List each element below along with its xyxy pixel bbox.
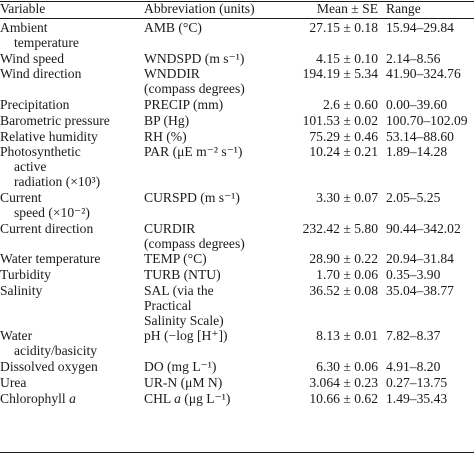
range-cell: 2.14–8.56 xyxy=(386,50,441,66)
range-cell: 90.44–342.02 xyxy=(386,220,461,236)
variable-cell: Wind speed xyxy=(0,50,65,66)
abbreviation-cell: (compass degrees) xyxy=(144,235,245,251)
mean-se-cell: 28.90 ± 0.22 xyxy=(309,251,378,267)
range-cell: 100.70–102.09 xyxy=(386,112,468,128)
range-cell: 0.35–3.90 xyxy=(386,267,441,282)
abbreviation-cell: BP (Hg) xyxy=(144,112,190,128)
range-cell: 0.27–13.75 xyxy=(386,374,448,390)
mean-se-cell: 10.66 ± 0.62 xyxy=(309,390,378,406)
header-variable: Variable xyxy=(0,1,46,16)
abbreviation-cell: Practical xyxy=(144,297,192,313)
variable-cell: temperature xyxy=(14,35,79,50)
abbreviation-cell: WNDSPD (m s⁻¹) xyxy=(144,50,245,66)
variable-cell: radiation (×10³) xyxy=(14,174,101,190)
abbreviation-cell: CHL a (μg L⁻¹) xyxy=(144,390,231,406)
variable-cell: Photosynthetic xyxy=(0,144,81,160)
mean-se-cell: 232.42 ± 5.80 xyxy=(302,220,378,236)
range-cell: 0.00–39.60 xyxy=(386,97,448,113)
variable-cell: Relative humidity xyxy=(0,128,98,144)
variable-cell: Water temperature xyxy=(0,251,101,267)
variable-cell: acidity/basicity xyxy=(14,343,98,359)
variable-cell: Turbidity xyxy=(0,267,51,282)
abbreviation-cell: DO (mg L⁻¹) xyxy=(144,359,217,375)
mean-se-cell: 6.30 ± 0.06 xyxy=(316,359,378,375)
mean-se-cell: 3.30 ± 0.07 xyxy=(316,189,378,205)
range-cell: 15.94–29.84 xyxy=(386,20,454,35)
mean-se-cell: 101.53 ± 0.02 xyxy=(302,112,378,128)
mean-se-cell: 3.064 ± 0.23 xyxy=(309,374,378,390)
table-header-rule xyxy=(0,18,474,19)
mean-se-cell: 75.29 ± 0.46 xyxy=(309,128,378,144)
abbreviation-cell: WNDDIR xyxy=(144,66,200,82)
abbreviation-cell: pH (−log [H⁺]) xyxy=(144,328,228,344)
abbreviation-cell: TURB (NTU) xyxy=(144,267,221,282)
variable-cell: Wind direction xyxy=(0,66,82,82)
range-cell: 41.90–324.76 xyxy=(386,66,461,82)
variable-cell: Chlorophyll a xyxy=(0,390,76,406)
mean-se-cell: 194.19 ± 5.34 xyxy=(302,66,378,82)
header-abbreviation: Abbreviation (units) xyxy=(144,1,255,16)
variable-cell: Water xyxy=(0,328,33,344)
abbreviation-cell: PRECIP (mm) xyxy=(144,97,224,113)
header-mean-se: Mean ± SE xyxy=(316,1,378,16)
range-cell: 7.82–8.37 xyxy=(386,328,441,344)
table-bottom-rule xyxy=(0,452,474,453)
variable-cell: Urea xyxy=(0,374,27,390)
range-cell: 2.05–5.25 xyxy=(386,189,441,205)
variable-cell: Barometric pressure xyxy=(0,112,110,128)
abbreviation-cell: SAL (via the xyxy=(144,282,214,298)
table-top-rule xyxy=(0,1,474,2)
abbreviation-cell: AMB (°C) xyxy=(144,20,202,35)
abbreviation-cell: UR-N (μM N) xyxy=(144,374,223,390)
mean-se-cell: 2.6 ± 0.60 xyxy=(322,97,378,113)
variable-cell: Current xyxy=(0,189,42,205)
variable-cell: Salinity xyxy=(0,282,43,298)
variable-cell: speed (×10⁻²) xyxy=(14,204,90,220)
mean-se-cell: 1.70 ± 0.06 xyxy=(316,267,378,282)
range-cell: 4.91–8.20 xyxy=(386,359,441,375)
abbreviation-cell: Salinity Scale) xyxy=(144,312,224,328)
abbreviation-cell: PAR (μE m⁻² s⁻¹) xyxy=(144,144,243,160)
abbreviation-cell: CURSPD (m s⁻¹) xyxy=(144,189,240,205)
range-cell: 1.89–14.28 xyxy=(386,144,448,160)
mean-se-cell: 27.15 ± 0.18 xyxy=(309,20,378,35)
range-cell: 20.94–31.84 xyxy=(386,251,454,267)
header-range: Range xyxy=(386,1,421,16)
abbreviation-cell: (compass degrees) xyxy=(144,81,245,97)
mean-se-cell: 10.24 ± 0.21 xyxy=(309,144,378,160)
variable-cell: active xyxy=(14,159,47,175)
range-cell: 53.14–88.60 xyxy=(386,128,454,144)
variable-cell: Dissolved oxygen xyxy=(0,359,98,375)
abbreviation-cell: TEMP (°C) xyxy=(144,251,207,267)
mean-se-cell: 36.52 ± 0.08 xyxy=(309,282,378,298)
variable-cell: Current direction xyxy=(0,220,94,236)
abbreviation-cell: CURDIR xyxy=(144,220,196,236)
variable-cell: Precipitation xyxy=(0,97,70,113)
range-cell: 35.04–38.77 xyxy=(386,282,454,298)
mean-se-cell: 4.15 ± 0.10 xyxy=(316,50,378,66)
variable-cell: Ambient xyxy=(0,20,48,35)
mean-se-cell: 8.13 ± 0.01 xyxy=(316,328,378,344)
range-cell: 1.49–35.43 xyxy=(386,390,448,406)
abbreviation-cell: RH (%) xyxy=(144,128,187,144)
